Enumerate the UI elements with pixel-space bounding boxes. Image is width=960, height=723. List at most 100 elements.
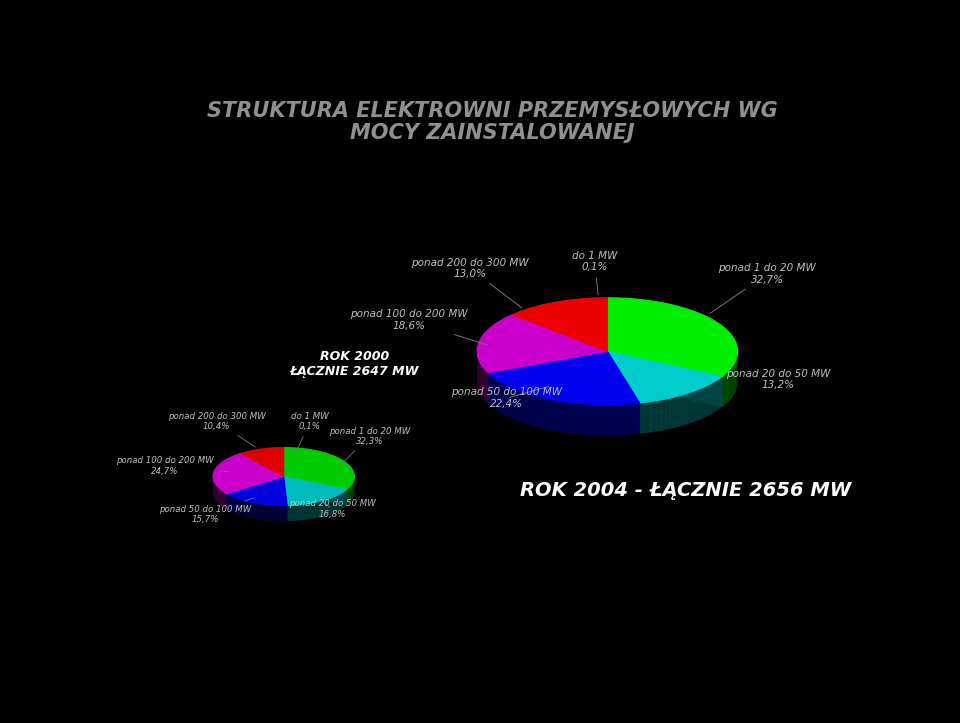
Polygon shape (554, 400, 555, 431)
Polygon shape (608, 351, 639, 434)
Polygon shape (577, 403, 579, 434)
Polygon shape (615, 404, 617, 435)
Polygon shape (582, 403, 584, 435)
Polygon shape (573, 403, 574, 434)
Polygon shape (608, 405, 610, 435)
Polygon shape (724, 374, 725, 406)
Polygon shape (523, 392, 524, 423)
Text: STRUKTURA ELEKTROWNI PRZEMYSŁOWYCH WG: STRUKTURA ELEKTROWNI PRZEMYSŁOWYCH WG (206, 100, 778, 121)
Polygon shape (548, 399, 550, 429)
Polygon shape (514, 388, 515, 419)
Polygon shape (509, 386, 510, 417)
Polygon shape (589, 404, 590, 435)
Polygon shape (526, 393, 528, 424)
Polygon shape (574, 403, 576, 434)
Polygon shape (611, 405, 612, 435)
Polygon shape (584, 403, 585, 435)
Polygon shape (227, 476, 287, 505)
Polygon shape (241, 448, 284, 476)
Polygon shape (594, 404, 595, 435)
Polygon shape (587, 404, 588, 435)
Polygon shape (284, 476, 347, 505)
Polygon shape (636, 403, 638, 434)
Polygon shape (519, 390, 520, 422)
Polygon shape (213, 463, 354, 521)
Polygon shape (553, 400, 554, 431)
Polygon shape (628, 404, 629, 435)
Polygon shape (634, 403, 636, 434)
Polygon shape (592, 404, 594, 435)
Polygon shape (513, 298, 608, 351)
Text: ponad 100 do 200 MW
18,6%: ponad 100 do 200 MW 18,6% (349, 309, 487, 345)
Polygon shape (564, 401, 565, 432)
Text: ponad 20 do 50 MW
13,2%: ponad 20 do 50 MW 13,2% (723, 369, 830, 390)
Polygon shape (722, 375, 723, 407)
Polygon shape (528, 393, 529, 424)
Text: do 1 MW
0,1%: do 1 MW 0,1% (291, 411, 328, 456)
Polygon shape (520, 391, 521, 422)
Text: ponad 200 do 300 MW
10,4%: ponad 200 do 300 MW 10,4% (168, 411, 266, 447)
Polygon shape (488, 351, 608, 403)
Polygon shape (626, 404, 628, 435)
Polygon shape (227, 476, 284, 509)
Polygon shape (545, 398, 547, 429)
Polygon shape (638, 403, 639, 434)
Polygon shape (608, 298, 737, 377)
Polygon shape (633, 403, 634, 435)
Polygon shape (284, 476, 347, 505)
Polygon shape (560, 401, 561, 432)
Polygon shape (625, 404, 626, 435)
Text: ŁĄCZNIE 2647 MW: ŁĄCZNIE 2647 MW (290, 364, 420, 377)
Polygon shape (550, 399, 551, 430)
Polygon shape (588, 404, 589, 435)
Polygon shape (629, 403, 631, 435)
Polygon shape (284, 476, 287, 521)
Text: ROK 2000: ROK 2000 (320, 349, 389, 362)
Polygon shape (631, 403, 633, 435)
Polygon shape (563, 401, 564, 432)
Polygon shape (723, 375, 724, 406)
Polygon shape (539, 397, 540, 427)
Polygon shape (513, 388, 514, 419)
Polygon shape (541, 398, 543, 428)
Polygon shape (524, 393, 525, 423)
Polygon shape (284, 476, 347, 505)
Polygon shape (538, 396, 539, 427)
Polygon shape (612, 405, 613, 435)
Polygon shape (530, 394, 531, 425)
Polygon shape (610, 405, 611, 435)
Polygon shape (569, 403, 571, 433)
Polygon shape (551, 399, 553, 430)
Polygon shape (540, 397, 541, 428)
Polygon shape (608, 351, 639, 434)
Text: ponad 20 do 50 MW
16,8%: ponad 20 do 50 MW 16,8% (289, 499, 375, 518)
Polygon shape (537, 396, 538, 427)
Text: ponad 1 do 20 MW
32,7%: ponad 1 do 20 MW 32,7% (710, 263, 816, 314)
Text: ponad 50 do 100 MW
22,4%: ponad 50 do 100 MW 22,4% (451, 387, 563, 409)
Polygon shape (568, 402, 569, 433)
Polygon shape (518, 390, 519, 422)
Polygon shape (608, 351, 722, 407)
Polygon shape (603, 405, 605, 435)
Polygon shape (606, 405, 608, 435)
Polygon shape (284, 476, 287, 521)
Polygon shape (618, 404, 620, 435)
Polygon shape (516, 389, 517, 420)
Polygon shape (555, 401, 557, 431)
Polygon shape (477, 328, 737, 435)
Polygon shape (617, 404, 618, 435)
Text: MOCY ZAINSTALOWANEJ: MOCY ZAINSTALOWANEJ (349, 123, 635, 143)
Text: ponad 100 do 200 MW
24,7%: ponad 100 do 200 MW 24,7% (116, 456, 228, 476)
Polygon shape (608, 351, 722, 407)
Polygon shape (566, 402, 568, 433)
Polygon shape (605, 405, 606, 435)
Polygon shape (600, 405, 602, 435)
Polygon shape (529, 394, 530, 425)
Polygon shape (534, 395, 535, 427)
Polygon shape (621, 404, 623, 435)
Polygon shape (535, 395, 537, 427)
Polygon shape (547, 398, 548, 429)
Polygon shape (517, 390, 518, 421)
Polygon shape (531, 395, 533, 426)
Polygon shape (227, 476, 284, 509)
